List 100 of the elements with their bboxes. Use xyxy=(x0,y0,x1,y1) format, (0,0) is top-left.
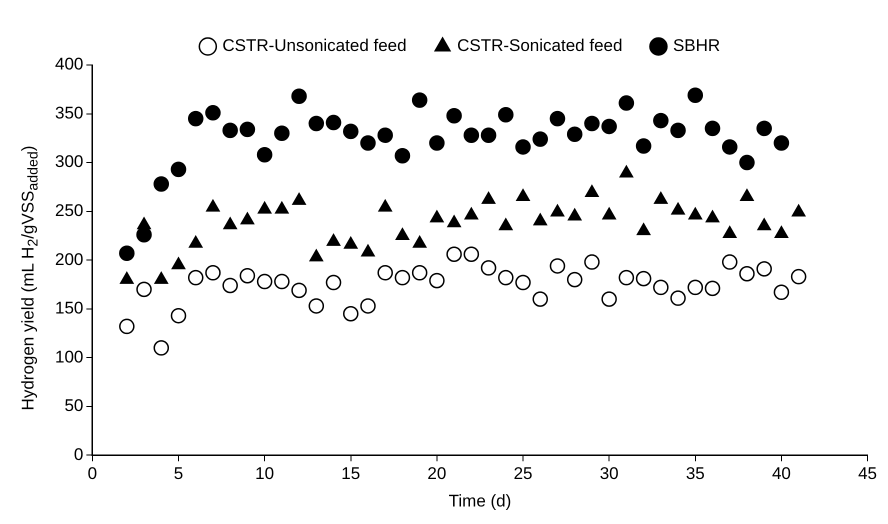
point xyxy=(601,118,617,134)
point xyxy=(757,218,771,230)
y-tick-label: 50 xyxy=(64,396,84,416)
point xyxy=(515,274,531,290)
point xyxy=(223,217,237,230)
x-tick-label: 15 xyxy=(341,464,360,484)
point xyxy=(774,135,790,151)
y-tick-label: 100 xyxy=(54,347,84,366)
point xyxy=(688,87,704,103)
point xyxy=(361,244,375,257)
point xyxy=(136,282,152,298)
point xyxy=(172,257,186,270)
point xyxy=(790,268,806,284)
point xyxy=(256,146,272,162)
point xyxy=(550,258,566,274)
point xyxy=(756,120,772,136)
point xyxy=(170,308,186,324)
point xyxy=(464,246,480,262)
point xyxy=(498,270,514,286)
point xyxy=(412,92,428,108)
x-tick-label: 45 xyxy=(858,464,878,484)
point xyxy=(636,223,650,236)
point xyxy=(671,202,685,215)
point xyxy=(119,246,135,262)
point xyxy=(498,218,513,230)
point xyxy=(154,176,170,192)
point xyxy=(274,274,290,290)
point xyxy=(344,236,358,249)
point xyxy=(739,266,755,282)
point xyxy=(377,127,393,143)
point xyxy=(275,202,289,214)
point xyxy=(532,291,548,307)
point xyxy=(584,116,600,132)
y-tick-label: 150 xyxy=(54,298,84,318)
x-tick-label: 20 xyxy=(427,464,446,484)
point xyxy=(446,108,462,124)
point xyxy=(670,122,686,138)
point xyxy=(533,213,548,226)
point xyxy=(206,200,220,212)
point xyxy=(618,95,634,111)
point xyxy=(792,204,806,217)
point xyxy=(429,272,445,288)
point xyxy=(412,236,426,248)
x-tick-label: 25 xyxy=(514,464,532,484)
point xyxy=(636,138,652,154)
point xyxy=(704,120,720,136)
x-tick-label: 30 xyxy=(600,464,619,484)
point xyxy=(618,270,634,286)
y-tick-label: 250 xyxy=(54,201,84,220)
point xyxy=(688,280,704,296)
y-tick-label: 300 xyxy=(54,152,84,172)
point xyxy=(378,200,392,212)
point xyxy=(722,254,738,270)
point xyxy=(377,265,393,281)
point xyxy=(654,192,668,204)
point xyxy=(343,124,359,140)
point xyxy=(240,268,256,284)
point xyxy=(274,126,290,142)
point xyxy=(739,154,755,170)
x-tick-label: 5 xyxy=(174,464,184,484)
point xyxy=(464,127,480,143)
point xyxy=(154,272,168,284)
point xyxy=(308,116,324,132)
point xyxy=(120,272,134,284)
y-tick-label: 0 xyxy=(74,444,84,464)
point xyxy=(620,166,634,178)
point xyxy=(670,290,686,306)
point xyxy=(584,254,600,270)
point xyxy=(394,270,410,286)
point xyxy=(256,274,272,290)
x-tick-label: 10 xyxy=(255,464,274,484)
point xyxy=(188,236,203,248)
point xyxy=(429,135,445,151)
point xyxy=(653,280,669,296)
point xyxy=(343,306,359,322)
point xyxy=(222,122,238,138)
point xyxy=(326,274,342,290)
point xyxy=(240,212,254,224)
point xyxy=(154,340,170,356)
point xyxy=(205,265,221,281)
x-tick-label: 40 xyxy=(772,464,791,484)
point xyxy=(756,261,772,277)
point xyxy=(550,204,564,217)
legend-label: SBHR xyxy=(672,36,720,56)
point xyxy=(636,270,652,286)
point xyxy=(308,298,324,314)
point xyxy=(291,282,307,298)
point xyxy=(722,139,738,155)
point xyxy=(446,246,462,262)
point xyxy=(412,265,428,281)
point xyxy=(480,260,496,276)
point xyxy=(447,215,461,228)
point xyxy=(774,284,790,300)
point xyxy=(601,291,617,307)
point xyxy=(482,192,496,204)
point xyxy=(119,318,135,334)
y-tick-label: 200 xyxy=(54,250,84,269)
point xyxy=(653,112,669,128)
point xyxy=(188,270,204,286)
y-tick-label: 350 xyxy=(54,103,84,122)
